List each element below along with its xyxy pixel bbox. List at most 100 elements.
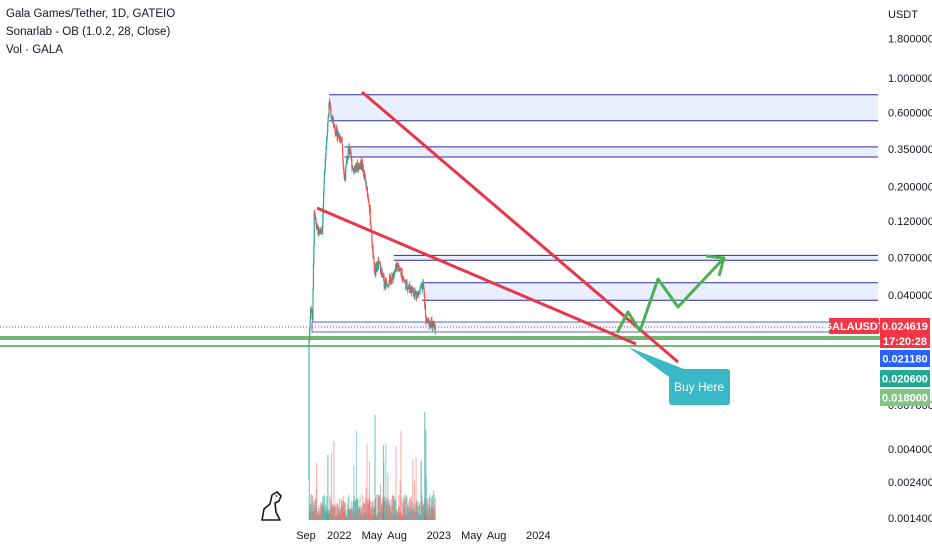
volume-bar	[429, 496, 431, 520]
volume-bar	[391, 505, 393, 520]
volume-bar	[327, 513, 330, 520]
volume-bar	[346, 515, 348, 520]
volume-bar	[363, 503, 366, 520]
volume-bar	[343, 502, 346, 520]
volume-bar	[396, 515, 398, 520]
candle-body	[426, 317, 428, 320]
volume-bar	[317, 515, 319, 520]
volume-bar	[394, 513, 396, 520]
volume-bar	[361, 513, 363, 520]
candle-body	[345, 166, 347, 179]
volume-bar	[408, 506, 410, 520]
volume-bar	[379, 512, 381, 520]
volume-bar	[316, 513, 318, 520]
volume-bar	[414, 503, 416, 520]
volume-bar	[406, 496, 408, 520]
volume-bar	[417, 500, 419, 520]
volume-bar	[392, 494, 394, 520]
volume-bar	[369, 500, 371, 520]
volume-bar	[422, 503, 424, 520]
last-price-value: 0.024619	[882, 321, 928, 333]
volume-bar	[368, 494, 370, 520]
volume-bar	[388, 504, 390, 520]
volume-bar	[384, 496, 386, 520]
volume-bar	[420, 459, 422, 520]
volume-bar	[361, 494, 364, 520]
volume-bar	[335, 515, 337, 520]
volume-bar	[372, 502, 374, 520]
volume-spike	[308, 480, 310, 520]
candle-body	[341, 137, 343, 145]
volume-bar	[419, 502, 421, 520]
candle-body	[328, 102, 330, 115]
candle-body	[334, 127, 336, 132]
volume-bar	[405, 494, 407, 520]
volume-bar	[350, 509, 352, 520]
volume-bar	[330, 498, 332, 520]
volume-bar	[352, 500, 354, 520]
volume-bar	[389, 505, 391, 520]
volume-bar	[387, 472, 389, 520]
candle-body	[389, 276, 391, 280]
volume-bar	[311, 494, 313, 520]
candle-body	[345, 164, 347, 167]
drawings[interactable]: Buy Here	[316, 90, 730, 405]
volume-bar	[357, 515, 359, 520]
volume-bar	[320, 501, 322, 520]
volume-bar	[433, 504, 436, 520]
price-tick-label: 0.350000	[888, 144, 932, 156]
volume-bar	[386, 505, 388, 520]
volume-bar	[409, 507, 411, 520]
volume-bar	[355, 500, 357, 520]
volume-bar	[363, 513, 365, 520]
volume-bar	[344, 510, 346, 520]
candle-body	[313, 245, 315, 265]
tradingview-logo	[261, 491, 282, 521]
volume-legend[interactable]: Vol · GALA	[6, 44, 63, 56]
volume-bar	[428, 497, 430, 520]
volume-bar	[381, 497, 384, 520]
volume-bar	[360, 506, 362, 520]
volume-bar	[352, 503, 355, 520]
time-axis[interactable]: Sep 2022 May Aug 2023 May Aug 2024	[296, 530, 550, 542]
volume-bar	[368, 461, 371, 520]
volume-bars	[308, 412, 436, 520]
volume-bar	[397, 507, 400, 520]
candle-body	[324, 170, 326, 174]
candle-body	[371, 230, 373, 242]
volume-bar	[417, 506, 419, 520]
indicator-legend[interactable]: Sonarlab - OB (1.0.2, 28, Close)	[6, 26, 171, 38]
candle-body	[373, 262, 375, 273]
buy-here-label: Buy Here	[674, 380, 724, 394]
volume-bar	[321, 504, 323, 520]
volume-bar	[404, 494, 406, 520]
volume-bar	[324, 494, 326, 520]
volume-bar	[426, 515, 428, 520]
last-price-tag	[880, 318, 930, 334]
volume-bar	[420, 461, 422, 520]
volume-bar	[360, 514, 362, 520]
candle-body	[341, 144, 344, 152]
volume-bar	[377, 497, 380, 520]
volume-bar	[312, 502, 314, 520]
volume-spike	[327, 455, 329, 520]
candle-body	[383, 276, 385, 287]
volume-bar	[395, 445, 397, 520]
volume-bar	[388, 501, 391, 520]
price-axis[interactable]: USDT 1.800000 1.000000 0.600000 0.350000 0.20…	[823, 9, 932, 525]
volume-bar	[318, 508, 320, 520]
candle-body	[348, 145, 350, 153]
volume-bar	[431, 495, 433, 520]
volume-bar	[348, 494, 350, 520]
volume-bar	[367, 499, 369, 520]
candle-body	[424, 293, 426, 307]
countdown-tag	[880, 334, 930, 348]
volume-bar	[340, 513, 342, 520]
volume-bar	[353, 465, 355, 520]
volume-bar	[368, 502, 370, 520]
volume-bar	[420, 514, 422, 520]
volume-bar	[316, 462, 318, 520]
volume-bar	[408, 502, 410, 520]
volume-bar	[371, 514, 373, 520]
